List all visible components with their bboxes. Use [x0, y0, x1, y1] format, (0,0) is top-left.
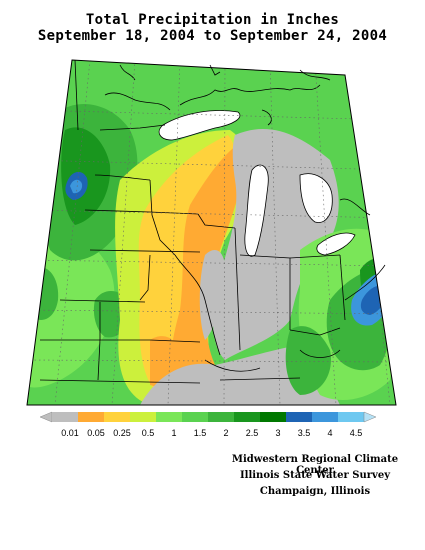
- legend-swatch: [182, 412, 208, 422]
- legend-label: 1: [171, 428, 176, 438]
- legend-swatch: [260, 412, 286, 422]
- legend-label: 0.01: [61, 428, 79, 438]
- legend-label: 2.5: [246, 428, 259, 438]
- legend-arrow-high: [363, 411, 377, 423]
- legend-color-bar: [39, 411, 377, 423]
- state-boundaries: [39, 59, 386, 384]
- legend-label: 2: [223, 428, 228, 438]
- map-title: Total Precipitation in Inches: [85, 12, 340, 28]
- legend-swatch: [286, 412, 312, 422]
- legend-swatch: [130, 412, 156, 422]
- legend-swatch: [78, 412, 104, 422]
- credit-survey: Illinois State Water Survey: [239, 470, 391, 481]
- legend-label: 4.5: [350, 428, 363, 438]
- legend-swatch: [234, 412, 260, 422]
- legend-swatch: [208, 412, 234, 422]
- legend-swatch: [52, 412, 78, 422]
- credit-location: Champaign, Illinois: [259, 486, 371, 497]
- legend-label: 0.05: [87, 428, 105, 438]
- credit-center: Midwestern Regional Climate Center: [231, 454, 399, 476]
- legend-label: 4: [327, 428, 332, 438]
- graticule: [29, 60, 396, 405]
- legend-swatch: [156, 412, 182, 422]
- legend-labels: 0.01 0.05 0.25 0.5 1 1.5 2 2.5 3 3.5 4 4.5: [61, 428, 362, 438]
- legend-label: 3.5: [298, 428, 311, 438]
- legend-label: 3: [275, 428, 280, 438]
- legend-swatch: [312, 412, 338, 422]
- map-date-range: September 18, 2004 to September 24, 2004: [37, 28, 388, 44]
- map-frame: [26, 59, 397, 406]
- legend-swatch: [338, 412, 364, 422]
- legend-label: 0.5: [142, 428, 155, 438]
- legend-arrow-low: [39, 411, 53, 423]
- legend-label: 0.25: [113, 428, 131, 438]
- legend-label: 1.5: [194, 428, 207, 438]
- legend-swatch: [104, 412, 130, 422]
